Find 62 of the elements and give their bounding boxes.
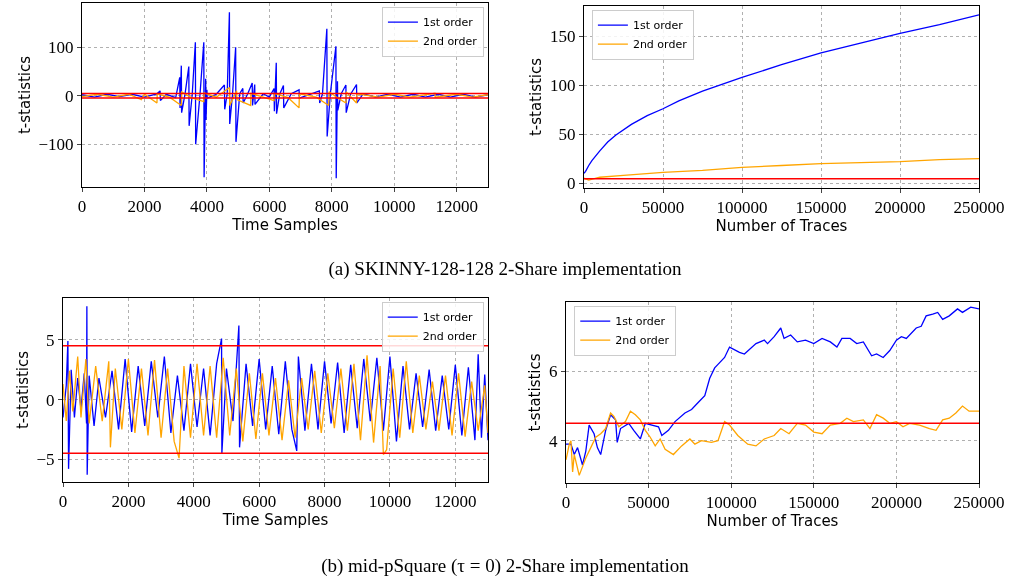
- y-tick-label: 100: [550, 76, 576, 96]
- legend-label: 1st order: [632, 19, 684, 33]
- line-series: [82, 86, 488, 109]
- line-series: [63, 305, 488, 476]
- y-tick-label: 150: [550, 27, 576, 47]
- y-tick-label: 0: [65, 86, 74, 106]
- legend-label: 1st order: [422, 16, 474, 30]
- y-axis-title: t-statistics: [527, 57, 546, 137]
- x-tick-label: 250000: [953, 198, 1005, 218]
- legend-label: 1st order: [615, 315, 666, 329]
- y-tick-label: 100: [48, 38, 74, 58]
- legend-label: 2nd order: [615, 334, 670, 348]
- y-tick-label: 6: [549, 362, 558, 382]
- text: (b) mid-pSquare (τ = 0) 2-Share implementation: [320, 555, 690, 577]
- x-axis-title: Time Samples: [221, 511, 329, 530]
- y-tick-label: 0: [46, 390, 55, 410]
- x-tick-label: 12000: [434, 492, 477, 512]
- x-tick-label: 4000: [176, 492, 211, 512]
- x-tick-label: 2000: [127, 197, 162, 217]
- x-tick-label: 200000: [874, 198, 926, 218]
- x-tick-label: 100000: [705, 493, 757, 513]
- x-tick-label: 150000: [788, 493, 840, 513]
- y-axis-title: t-statistics: [15, 55, 34, 135]
- y-tick-label: 50: [558, 125, 576, 145]
- x-axis-title: Number of Traces: [706, 512, 839, 530]
- x-tick-label: 4000: [189, 197, 224, 217]
- x-tick-label: 50000: [641, 198, 685, 218]
- x-tick-label: 12000: [435, 197, 479, 217]
- line-series: [82, 11, 488, 179]
- x-tick-label: 0: [77, 197, 87, 217]
- x-tick-label: 10000: [373, 197, 416, 217]
- x-tick-label: 2000: [111, 492, 146, 512]
- y-tick-label: 4: [549, 431, 559, 451]
- line-series: [566, 405, 979, 477]
- y-tick-label: 5: [46, 330, 55, 350]
- x-tick-label: 8000: [314, 197, 349, 217]
- y-axis-title: t-statistics: [526, 353, 545, 432]
- x-tick-label: 100000: [716, 198, 768, 218]
- legend-label: 2nd order: [422, 330, 478, 344]
- x-tick-label: 250000: [953, 493, 1005, 513]
- x-tick-label: 8000: [307, 492, 342, 512]
- x-tick-label: 50000: [627, 493, 670, 513]
- y-tick-label: −100: [38, 135, 74, 155]
- x-tick-label: 10000: [368, 492, 412, 512]
- line-series: [63, 354, 488, 459]
- y-tick-label: 0: [567, 174, 576, 194]
- x-tick-label: 6000: [242, 492, 277, 512]
- x-axis-title: Number of Traces: [715, 217, 848, 236]
- line-series: [566, 306, 979, 466]
- y-axis-title: t-statistics: [13, 350, 32, 430]
- legend-label: 1st order: [422, 311, 474, 325]
- line-series: [584, 158, 979, 181]
- line-series: [584, 14, 979, 174]
- legend-label: 2nd order: [632, 38, 688, 52]
- y-tick-label: −5: [36, 450, 55, 470]
- x-tick-label: 200000: [870, 493, 922, 513]
- x-axis-title: Time Samples: [231, 216, 338, 235]
- x-tick-label: 6000: [252, 197, 287, 217]
- x-tick-label: 0: [579, 198, 589, 218]
- legend-label: 2nd order: [422, 35, 478, 49]
- text: (a) SKINNY-128-128 2-Share implementation: [327, 258, 683, 280]
- x-tick-label: 150000: [795, 198, 847, 218]
